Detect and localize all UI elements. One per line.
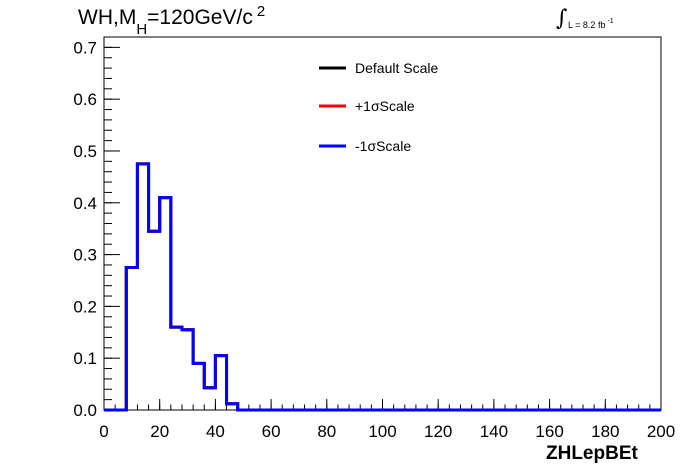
title-middle: =120GeV/c: [147, 6, 253, 29]
y-tick-label: 0.1: [73, 349, 97, 368]
series-line: [104, 162, 661, 412]
x-tick-label: 60: [262, 422, 281, 441]
title-superscript: 2: [256, 3, 266, 20]
luminosity-superscript: -1: [607, 18, 614, 25]
x-tick-label: 140: [480, 422, 508, 441]
series-line: [104, 162, 661, 412]
x-tick-label: 0: [99, 422, 108, 441]
plot-frame: [103, 36, 662, 411]
x-tick-label: 40: [206, 422, 225, 441]
y-tick-label: 0.4: [73, 194, 97, 213]
x-tick-label: 100: [368, 422, 396, 441]
legend: Default Scale +1σScale -1σScale: [319, 60, 438, 154]
x-tick-label: 160: [535, 422, 563, 441]
y-tick-label: 0.3: [73, 246, 97, 265]
y-tick-label: 0.0: [73, 401, 97, 420]
chart-title: WH,MH=120GeV/c 2: [78, 3, 266, 38]
title-subscript: H: [136, 21, 148, 38]
x-axis-label: ZHLepBEt: [546, 443, 638, 464]
y-tick-label: 0.6: [73, 90, 97, 109]
x-tick-label: 180: [591, 422, 619, 441]
integral-symbol: ∫: [556, 6, 568, 31]
series-line: [104, 162, 661, 412]
x-tick-label: 20: [150, 422, 169, 441]
y-tick-label: 0.2: [73, 297, 97, 316]
title-prefix: WH,M: [78, 6, 137, 29]
series-group: [104, 162, 661, 412]
x-tick-label: 200: [647, 422, 675, 441]
x-tick-label: 120: [424, 422, 452, 441]
y-tick-label: 0.5: [73, 142, 97, 161]
legend-label: Default Scale: [355, 60, 438, 76]
axis-ticks: 0 20 40 60 80 100 120 140 160 180 200 0.0 0.1 0.2 0.3 0…: [73, 36, 675, 441]
luminosity-text: L = 8.2 fb: [568, 20, 606, 30]
x-tick-label: 80: [317, 422, 336, 441]
legend-label: +1σScale: [355, 98, 415, 114]
y-tick-label: 0.7: [73, 38, 97, 57]
legend-label: -1σScale: [355, 138, 411, 154]
